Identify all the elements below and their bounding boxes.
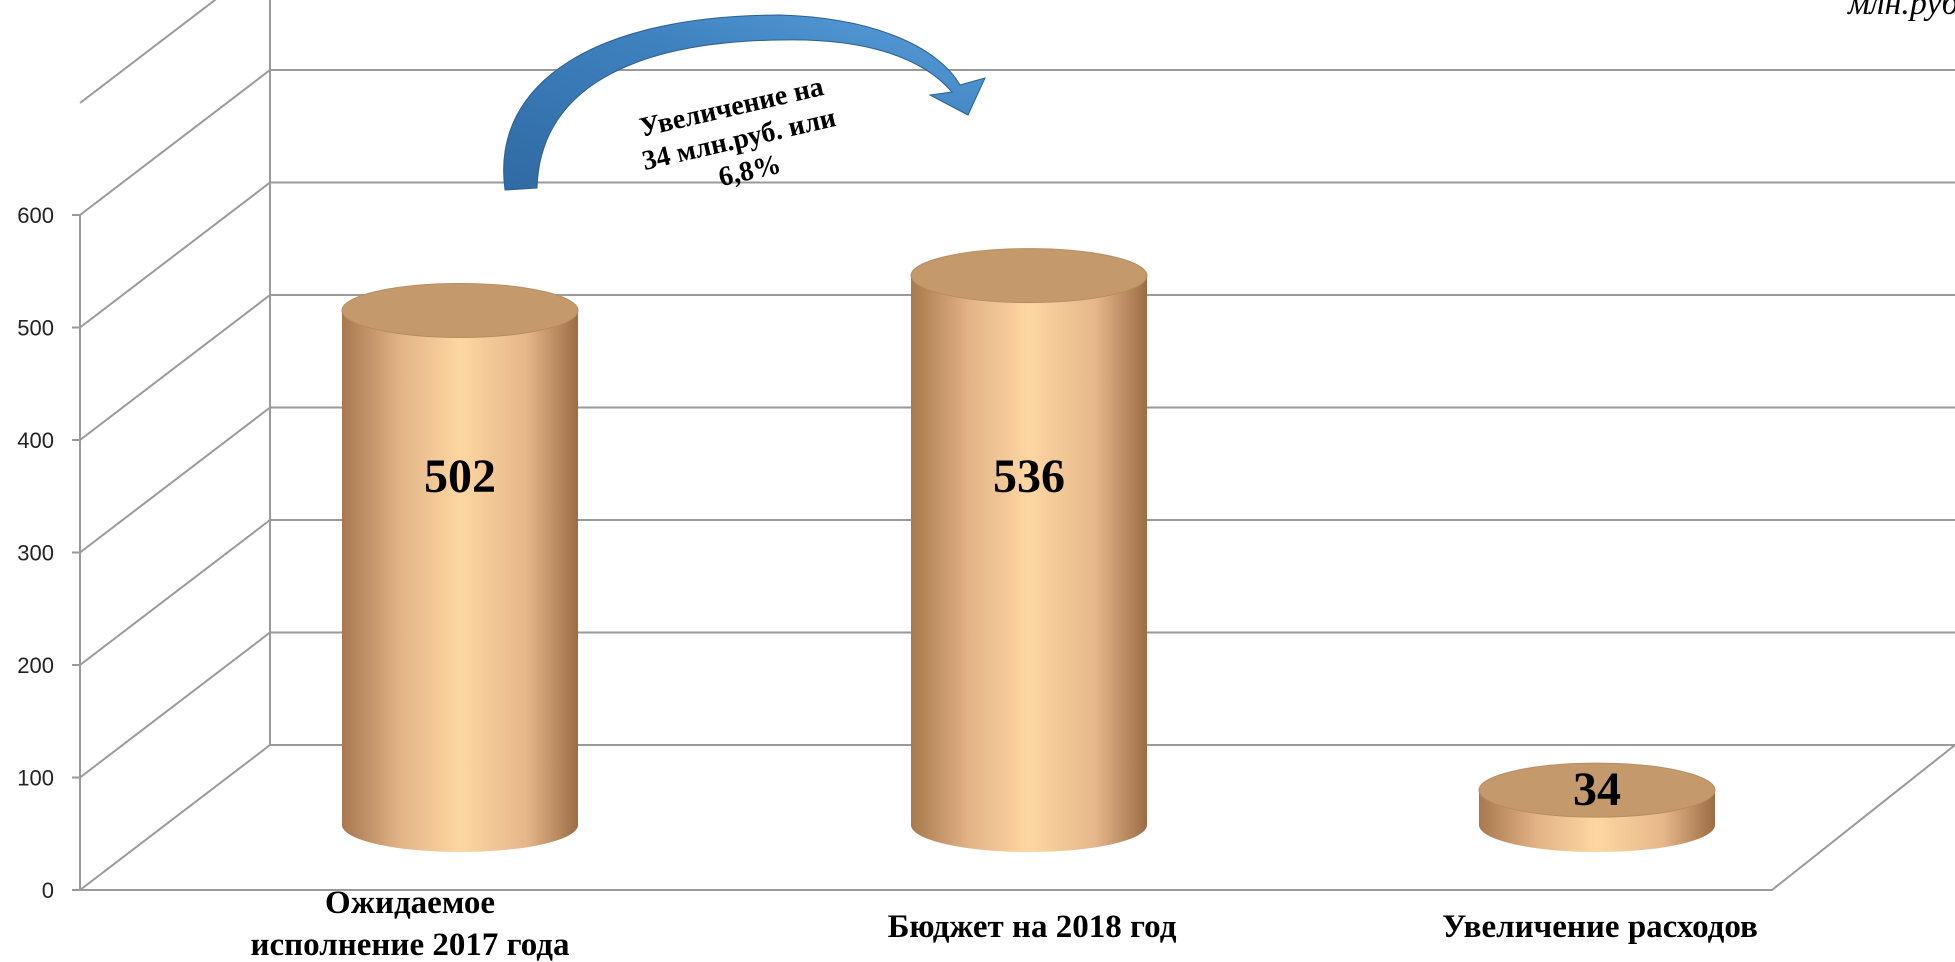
- data-label: 502: [424, 450, 496, 503]
- chart-gridlines: [79, 0, 1955, 891]
- gridline: [79, 69, 1955, 216]
- x-category-label: Увеличение расходов: [1442, 909, 1758, 945]
- y-tick-label: 400: [17, 428, 54, 453]
- y-tick-label: 100: [17, 766, 54, 791]
- x-axis-labels: Ожидаемое исполнение 2017 года Бюджет на 2…: [251, 885, 1758, 962]
- chart-bars: 502 536 34: [341, 248, 1716, 853]
- y-tick-label: 300: [17, 541, 54, 566]
- bar-3: 34: [1478, 762, 1716, 852]
- increase-annotation: Увеличение на 34 млн.руб. или 6,8%: [632, 69, 853, 210]
- y-tick-label: 500: [17, 316, 54, 341]
- gridline-top: [79, 0, 217, 104]
- y-tick-label: 200: [17, 653, 54, 678]
- increase-arrow-icon: [503, 14, 986, 191]
- unit-label: млн.руб.: [1847, 0, 1955, 22]
- x-category-label: Бюджет на 2018 год: [888, 909, 1177, 945]
- floor-edge: [80, 744, 1955, 891]
- y-tick-label: 600: [17, 203, 54, 228]
- data-label: 536: [993, 450, 1065, 503]
- data-label: 34: [1573, 763, 1621, 816]
- bar-1: 502: [341, 282, 579, 852]
- y-axis: 0 100 200 300 400 500 600: [17, 203, 81, 903]
- y-tick-label: 0: [42, 878, 54, 903]
- x-category-label: Ожидаемое исполнение 2017 года: [251, 885, 570, 962]
- bar-2: 536: [910, 248, 1148, 853]
